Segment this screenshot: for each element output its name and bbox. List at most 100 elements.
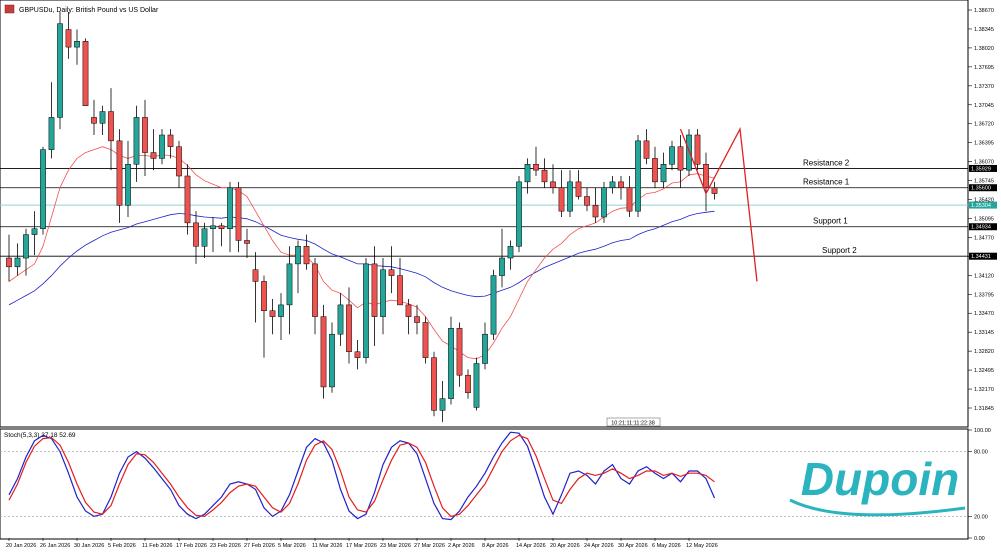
moving-averages-layer (8, 146, 715, 360)
bear-candle-body (397, 275, 403, 306)
bull-candle-body (125, 164, 131, 206)
candle (609, 176, 616, 194)
ema-fast-line (8, 146, 715, 360)
bull-candle-body (201, 228, 208, 247)
candle (184, 164, 191, 235)
candle (405, 299, 412, 335)
bull-candle-body (99, 111, 106, 124)
bear-candle-body (414, 316, 420, 323)
price-tick-label: 1.31845 (974, 406, 994, 412)
date-tick-label: 26 Jan 2026 (40, 543, 70, 549)
bear-candle-body (346, 304, 352, 353)
candle (303, 234, 310, 270)
candle (74, 29, 80, 65)
candle (252, 252, 259, 323)
candle (652, 146, 658, 188)
date-tick-label: 5 Mar 2026 (278, 543, 306, 549)
stochastic-panel (0, 428, 969, 540)
bear-candle-body (694, 134, 701, 165)
level-label: Support 1 (813, 217, 848, 226)
bull-candle-body (133, 117, 140, 165)
candle (465, 369, 471, 399)
time-marker: 10:21:11:11:22:38 (606, 417, 661, 427)
ema-slow-line (8, 210, 715, 306)
bear-candle-body (176, 146, 182, 177)
bear-candle-body (184, 175, 191, 224)
price-tick-label: 1.38345 (974, 27, 994, 33)
candle (482, 322, 488, 370)
price-tick-label: 1.34770 (974, 235, 994, 241)
candle (490, 269, 497, 341)
chart-title: GBPUSDu, Daily: British Pound vs US Doll… (19, 7, 159, 14)
bear-candle-body (405, 304, 412, 317)
candle (567, 170, 573, 218)
bear-candle-body (575, 181, 582, 197)
candle (618, 176, 624, 200)
candle (31, 211, 38, 256)
time-marker-text: 10:21:11:11:22:38 (611, 421, 655, 427)
candle (6, 234, 12, 282)
symbol-icon (4, 4, 15, 14)
stochastic-layer (0, 431, 968, 521)
bull-candle-body (609, 181, 616, 188)
bear-candle-body (703, 164, 709, 188)
stoch-tick-label: 20.00 (974, 514, 988, 520)
bear-candle-body (108, 111, 114, 142)
candle (150, 129, 157, 171)
bull-candle-body (448, 328, 454, 399)
candle (541, 158, 548, 188)
candle (694, 129, 701, 171)
date-tick-label: 27 Mar 2026 (414, 543, 445, 549)
price-tick-label: 1.36070 (974, 160, 994, 166)
date-tick-label: 23 Mar 2026 (380, 543, 411, 549)
date-tick-label: 23 Feb 2026 (210, 543, 241, 549)
level-price-tag: 1.34431 (971, 254, 991, 260)
watermark-layer: Dupoin (789, 453, 966, 517)
bull-candle-body (482, 333, 488, 364)
candle (711, 181, 718, 200)
candle (227, 181, 233, 253)
bull-candle-body (74, 41, 80, 48)
candle (371, 246, 378, 346)
level-label: Resistance 1 (803, 178, 850, 187)
bull-candle-body (686, 134, 692, 171)
level-price-tag-bg (969, 184, 997, 192)
stoch-k-line (8, 431, 716, 521)
candle (626, 176, 633, 218)
price-tick-label: 1.35420 (974, 198, 994, 204)
level-label: Support 2 (822, 246, 857, 255)
bear-candle-body (618, 181, 624, 188)
current-price-tag: 1.35304 (971, 203, 991, 209)
candle (516, 176, 522, 253)
pattern-trend-line (679, 126, 758, 282)
price-tick-label: 1.37695 (974, 65, 994, 71)
level-price-tag-bg (969, 164, 997, 172)
price-tick-label: 1.32170 (974, 387, 994, 393)
bear-candle-body (218, 225, 225, 229)
bear-candle-body (592, 205, 599, 218)
bear-candle-body (388, 269, 395, 276)
candle (99, 105, 106, 135)
bear-candle-body (167, 134, 174, 147)
bear-candle-body (235, 187, 242, 241)
stoch-tick-label: 0.00 (974, 536, 985, 542)
bull-candle-body (516, 181, 522, 247)
bull-candle-body (669, 146, 675, 165)
candle (643, 129, 650, 165)
bull-candle-body (40, 149, 46, 229)
candle (312, 258, 318, 335)
price-tick-label: 1.32495 (974, 368, 994, 374)
date-tick-label: 17 Mar 2026 (346, 543, 377, 549)
candle (431, 351, 437, 417)
bull-candle-body (14, 257, 21, 268)
date-tick-label: 6 May 2026 (652, 543, 681, 549)
bear-candle-body (91, 117, 97, 124)
bear-candle-body (320, 316, 327, 388)
bull-candle-body (159, 134, 165, 159)
candle (295, 240, 301, 294)
bear-candle-body (82, 41, 89, 106)
bear-candle-body (354, 351, 361, 358)
bull-candle-body (57, 23, 63, 118)
candle (660, 152, 667, 188)
